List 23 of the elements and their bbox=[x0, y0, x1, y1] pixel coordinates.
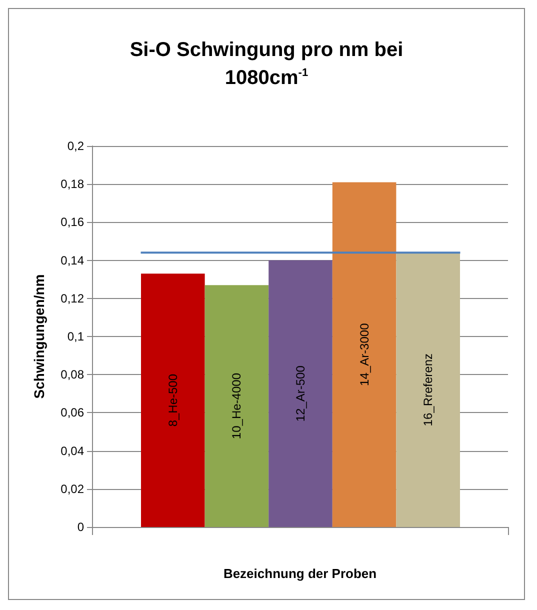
y-tick-label: 0,14 bbox=[60, 253, 84, 268]
y-tick-label: 0,1 bbox=[67, 330, 84, 344]
bar bbox=[268, 260, 332, 527]
y-tick-label: 0,04 bbox=[60, 444, 84, 458]
y-tick-label: 0,02 bbox=[60, 482, 84, 496]
x-tick-label: 16_Rreferenz bbox=[421, 353, 436, 426]
y-tick-label: 0,2 bbox=[67, 139, 84, 153]
x-tick-label: 8_He-500 bbox=[166, 374, 180, 427]
x-tick-label: 14_Ar-3000 bbox=[357, 322, 372, 386]
y-tick-label: 0 bbox=[77, 520, 84, 534]
y-tick-label: 0,06 bbox=[60, 406, 84, 420]
y-axis-title: Schwingungen/nm bbox=[31, 274, 47, 399]
bar bbox=[396, 252, 460, 527]
x-tick-label: 12_Ar-500 bbox=[294, 365, 308, 422]
bar bbox=[141, 274, 205, 527]
x-tick-label: 10_He-4000 bbox=[230, 372, 244, 440]
x-axis-title: Bezeichnung der Proben bbox=[223, 566, 377, 581]
y-tick-label: 0,18 bbox=[60, 177, 84, 192]
bar bbox=[204, 285, 269, 527]
y-tick-label: 0,12 bbox=[60, 291, 84, 306]
bar bbox=[332, 182, 396, 527]
y-tick-label: 0,08 bbox=[60, 368, 84, 382]
y-tick-label: 0,16 bbox=[60, 215, 84, 230]
